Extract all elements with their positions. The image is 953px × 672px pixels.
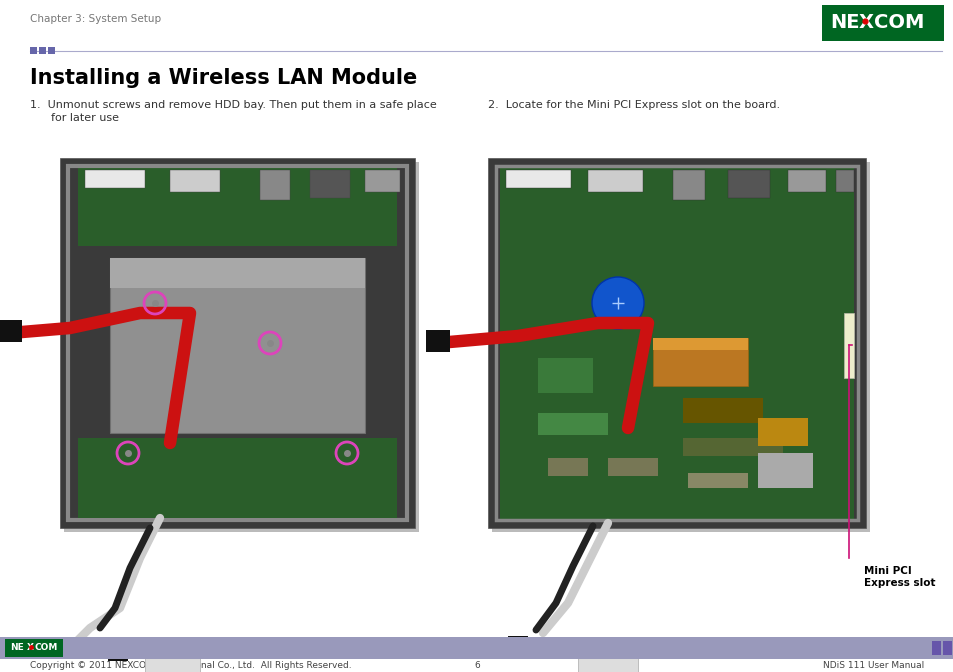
Bar: [5, 639, 63, 657]
Bar: [507, 636, 527, 650]
Circle shape: [592, 277, 643, 329]
Bar: [170, 170, 220, 192]
Bar: [672, 170, 704, 200]
Bar: [68, 166, 407, 520]
Bar: [537, 358, 593, 393]
Bar: [64, 162, 418, 532]
Bar: [496, 166, 857, 520]
Bar: [108, 646, 128, 661]
Text: 1.  Unmonut screws and remove HDD bay. Then put them in a safe place: 1. Unmonut screws and remove HDD bay. Th…: [30, 100, 436, 110]
Text: COM: COM: [873, 13, 923, 32]
Bar: [587, 170, 642, 192]
Bar: [110, 258, 365, 288]
Bar: [78, 166, 396, 246]
Text: X: X: [27, 644, 34, 653]
Bar: [682, 398, 762, 423]
Text: Copyright © 2011 NEXCOM International Co., Ltd.  All Rights Reserved.: Copyright © 2011 NEXCOM International Co…: [30, 661, 352, 670]
Bar: [821, 5, 943, 41]
Text: for later use: for later use: [30, 113, 119, 123]
Bar: [787, 170, 825, 192]
Bar: [942, 641, 951, 655]
Text: COM: COM: [35, 644, 58, 653]
Bar: [488, 158, 865, 528]
Bar: [505, 170, 571, 188]
Bar: [365, 170, 399, 192]
Bar: [547, 458, 587, 476]
Bar: [492, 162, 869, 532]
Text: Installing a Wireless LAN Module: Installing a Wireless LAN Module: [30, 68, 416, 88]
Bar: [78, 438, 396, 518]
Bar: [80, 638, 100, 653]
Bar: [727, 170, 769, 198]
Bar: [0, 320, 22, 342]
Bar: [843, 313, 853, 378]
Bar: [534, 643, 554, 657]
Bar: [758, 418, 807, 446]
Bar: [537, 413, 607, 435]
Text: X: X: [858, 13, 873, 32]
Bar: [110, 258, 365, 433]
Bar: [48, 47, 55, 54]
Bar: [758, 453, 812, 488]
Bar: [578, 656, 638, 672]
Bar: [687, 473, 747, 488]
Bar: [60, 158, 415, 528]
Bar: [310, 170, 350, 198]
Bar: [39, 47, 46, 54]
Bar: [652, 338, 747, 386]
Text: NE: NE: [10, 644, 24, 653]
Text: 6: 6: [474, 661, 479, 670]
Bar: [85, 170, 145, 188]
Bar: [931, 641, 940, 655]
Text: Mini PCI
Express slot: Mini PCI Express slot: [863, 566, 935, 589]
Bar: [835, 170, 853, 192]
Bar: [0, 637, 953, 659]
Bar: [426, 330, 450, 352]
Bar: [260, 170, 290, 200]
Bar: [30, 47, 37, 54]
Bar: [652, 338, 747, 350]
Bar: [499, 166, 853, 520]
Bar: [682, 438, 782, 456]
Bar: [145, 658, 200, 672]
Text: Chapter 3: System Setup: Chapter 3: System Setup: [30, 14, 161, 24]
Bar: [607, 458, 658, 476]
Text: NE: NE: [829, 13, 859, 32]
Text: 2.  Locate for the Mini PCI Express slot on the board.: 2. Locate for the Mini PCI Express slot …: [488, 100, 780, 110]
Text: NDiS 111 User Manual: NDiS 111 User Manual: [821, 661, 923, 670]
